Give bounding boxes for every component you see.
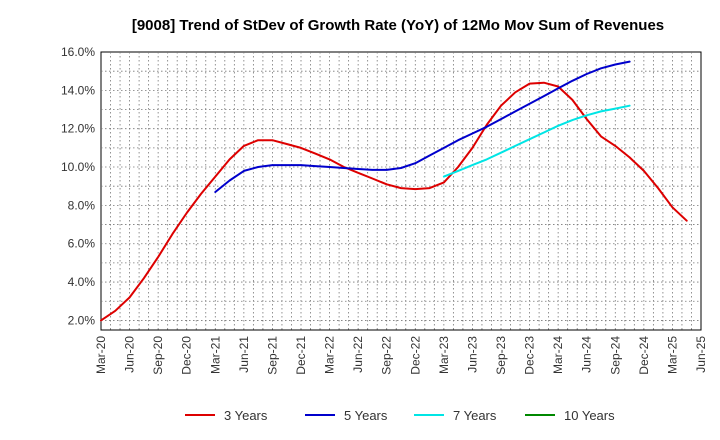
x-tick-label: Sep-21 bbox=[265, 336, 279, 375]
x-tick-label: Mar-23 bbox=[437, 336, 451, 374]
y-tick-label: 16.0% bbox=[61, 45, 95, 59]
x-tick-label: Dec-22 bbox=[408, 336, 422, 375]
x-tick-label: Dec-20 bbox=[180, 336, 194, 375]
x-tick-label: Mar-24 bbox=[551, 336, 565, 374]
x-tick-label: Mar-20 bbox=[94, 336, 108, 374]
legend: 3 Years 5 Years 7 Years 10 Years bbox=[185, 408, 615, 423]
y-tick-label: 10.0% bbox=[61, 160, 95, 174]
x-tick-label: Jun-22 bbox=[351, 336, 365, 373]
series-line-5-years bbox=[214, 60, 631, 193]
x-tick-label: Jun-23 bbox=[465, 336, 479, 373]
series-line-7-years bbox=[442, 104, 631, 178]
series-line-3-years bbox=[100, 81, 688, 322]
x-tick-label: Sep-24 bbox=[608, 336, 622, 375]
series-lines bbox=[100, 60, 688, 322]
chart-title: [9008] Trend of StDev of Growth Rate (Yo… bbox=[132, 17, 664, 34]
x-tick-label: Jun-20 bbox=[123, 336, 137, 373]
legend-label: 3 Years bbox=[224, 408, 268, 423]
legend-label: 10 Years bbox=[564, 408, 615, 423]
x-tick-label: Mar-21 bbox=[208, 336, 222, 374]
legend-label: 5 Years bbox=[344, 408, 388, 423]
y-tick-label: 6.0% bbox=[68, 237, 96, 251]
y-tick-label: 4.0% bbox=[68, 275, 96, 289]
y-tick-label: 14.0% bbox=[61, 83, 95, 97]
x-tick-label: Mar-22 bbox=[323, 336, 337, 374]
y-tick-label: 8.0% bbox=[68, 198, 96, 212]
x-tick-label: Sep-23 bbox=[494, 336, 508, 375]
x-tick-label: Dec-21 bbox=[294, 336, 308, 375]
x-tick-label: Jun-21 bbox=[237, 336, 251, 373]
plot-area bbox=[100, 51, 702, 331]
x-tick-label: Jun-25 bbox=[694, 336, 708, 373]
axes: 2.0% 4.0% 6.0% 8.0% 10.0% 12.0% 14.0% 16.0% Mar-… bbox=[61, 45, 708, 375]
y-tick-label: 12.0% bbox=[61, 122, 95, 136]
x-tick-label: Sep-22 bbox=[380, 336, 394, 375]
x-tick-label: Dec-23 bbox=[523, 336, 537, 375]
legend-label: 7 Years bbox=[453, 408, 497, 423]
x-tick-label: Sep-20 bbox=[151, 336, 165, 375]
x-tick-label: Jun-24 bbox=[580, 336, 594, 373]
x-tick-label: Dec-24 bbox=[637, 336, 651, 375]
x-tick-label: Mar-25 bbox=[665, 336, 679, 374]
grid bbox=[100, 51, 702, 331]
y-tick-label: 2.0% bbox=[68, 313, 96, 327]
